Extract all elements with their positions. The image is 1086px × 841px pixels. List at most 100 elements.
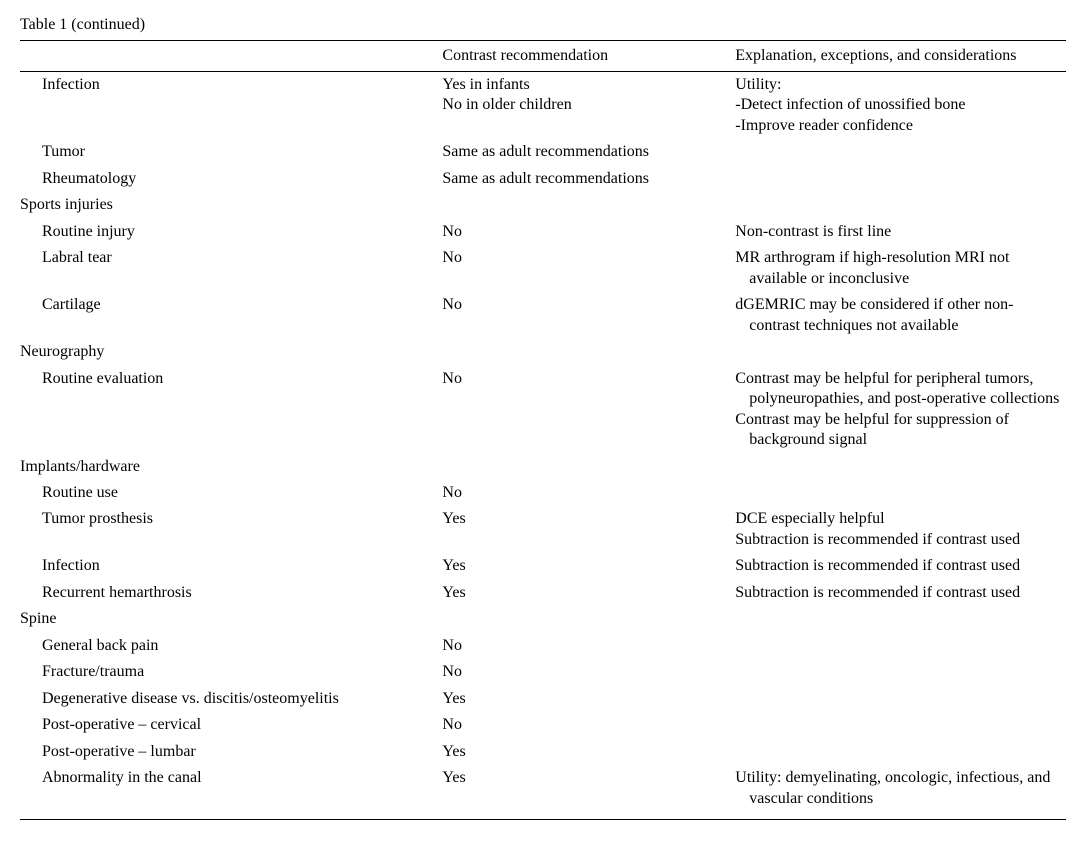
row-recommendation: No: [438, 480, 731, 506]
table-category-row: Sports injuries: [20, 192, 1066, 218]
row-explanation: [731, 480, 1066, 506]
row-recommendation: Yes in infantsNo in older children: [438, 72, 731, 140]
recommendation-line: Yes: [442, 583, 727, 603]
header-col3: Explanation, exceptions, and considerati…: [731, 41, 1066, 72]
header-col2: Contrast recommendation: [438, 41, 731, 72]
recommendation-line: No: [442, 715, 727, 735]
explanation-line: DCE especially helpful: [735, 509, 1062, 529]
row-label: Infection: [20, 553, 438, 579]
row-explanation: MR arthrogram if high-resolution MRI not…: [731, 245, 1066, 292]
row-label: Routine use: [20, 480, 438, 506]
row-recommendation: No: [438, 712, 731, 738]
table-row: Routine injuryNo Non-contrast is first li…: [20, 219, 1066, 245]
recommendation-line: No: [442, 483, 727, 503]
row-label: Abnormality in the canal: [20, 765, 438, 819]
row-explanation: [731, 686, 1066, 712]
table-row: Tumor prosthesisYesDCE especially helpfu…: [20, 506, 1066, 553]
row-label: Tumor prosthesis: [20, 506, 438, 553]
table-body: InfectionYes in infantsNo in older child…: [20, 72, 1066, 820]
row-explanation: [731, 712, 1066, 738]
row-explanation: Subtraction is recommended if contrast u…: [731, 553, 1066, 579]
row-explanation: [731, 633, 1066, 659]
table-row: General back painNo: [20, 633, 1066, 659]
recommendation-line: Yes: [442, 768, 727, 788]
row-label: Recurrent hemarthrosis: [20, 580, 438, 606]
recommendation-line: No: [442, 662, 727, 682]
table-header-row: Contrast recommendation Explanation, exc…: [20, 41, 1066, 72]
category-label: Implants/hardware: [20, 454, 1066, 480]
row-explanation: Contrast may be helpful for peripheral t…: [731, 366, 1066, 454]
recommendation-line: No in older children: [442, 95, 727, 115]
row-label: Routine evaluation: [20, 366, 438, 454]
table-row: InfectionYes in infantsNo in older child…: [20, 72, 1066, 140]
row-explanation: Non-contrast is first line: [731, 219, 1066, 245]
row-recommendation: Same as adult recommendations: [438, 139, 731, 165]
row-explanation: Subtraction is recommended if contrast u…: [731, 580, 1066, 606]
recommendation-line: Yes: [442, 689, 727, 709]
recommendation-line: No: [442, 636, 727, 656]
table-container: Table 1 (continued) Contrast recommendat…: [20, 16, 1066, 820]
category-label: Neurography: [20, 339, 1066, 365]
row-recommendation: No: [438, 659, 731, 685]
table-title: Table 1 (continued): [20, 16, 1066, 34]
table-row: Routine evaluationNo Contrast may be help…: [20, 366, 1066, 454]
row-label: Fracture/trauma: [20, 659, 438, 685]
explanation-line: Non-contrast is first line: [735, 222, 1062, 242]
table-row: Post-operative – lumbarYes: [20, 739, 1066, 765]
row-explanation: Utility: demyelinating, oncologic, infec…: [731, 765, 1066, 819]
contrast-table: Contrast recommendation Explanation, exc…: [20, 40, 1066, 820]
table-row: Post-operative – cervicalNo: [20, 712, 1066, 738]
row-recommendation: No: [438, 245, 731, 292]
row-label: Post-operative – cervical: [20, 712, 438, 738]
explanation-line: Subtraction is recommended if contrast u…: [735, 530, 1062, 550]
table-row: Degenerative disease vs. discitis/osteom…: [20, 686, 1066, 712]
row-recommendation: No: [438, 366, 731, 454]
table-category-row: Neurography: [20, 339, 1066, 365]
table-row: Recurrent hemarthrosisYes Subtraction is …: [20, 580, 1066, 606]
explanation-line: Utility:: [735, 75, 1062, 95]
row-label: Labral tear: [20, 245, 438, 292]
recommendation-line: Yes: [442, 556, 727, 576]
recommendation-line: No: [442, 222, 727, 242]
category-label: Spine: [20, 606, 1066, 632]
explanation-line: Subtraction is recommended if contrast u…: [735, 556, 1062, 576]
row-explanation: DCE especially helpfulSubtraction is rec…: [731, 506, 1066, 553]
recommendation-line: Same as adult recommendations: [442, 169, 727, 189]
row-label: Tumor: [20, 139, 438, 165]
row-recommendation: No: [438, 292, 731, 339]
row-recommendation: Yes: [438, 686, 731, 712]
table-row: Routine useNo: [20, 480, 1066, 506]
explanation-line: -Detect infection of unossified bone: [735, 95, 1062, 115]
row-recommendation: Yes: [438, 580, 731, 606]
row-recommendation: Yes: [438, 765, 731, 819]
table-row: TumorSame as adult recommendations: [20, 139, 1066, 165]
row-label: Routine injury: [20, 219, 438, 245]
recommendation-line: No: [442, 248, 727, 268]
row-explanation: [731, 739, 1066, 765]
recommendation-line: Same as adult recommendations: [442, 142, 727, 162]
row-label: Degenerative disease vs. discitis/osteom…: [20, 686, 438, 712]
recommendation-line: Yes: [442, 742, 727, 762]
row-explanation: [731, 139, 1066, 165]
row-label: General back pain: [20, 633, 438, 659]
recommendation-line: No: [442, 369, 727, 389]
row-recommendation: Same as adult recommendations: [438, 166, 731, 192]
table-row: Fracture/traumaNo: [20, 659, 1066, 685]
table-row: InfectionYes Subtraction is recommended i…: [20, 553, 1066, 579]
row-recommendation: Yes: [438, 506, 731, 553]
row-explanation: [731, 166, 1066, 192]
table-row: RheumatologySame as adult recommendation…: [20, 166, 1066, 192]
row-label: Post-operative – lumbar: [20, 739, 438, 765]
row-explanation: Utility:-Detect infection of unossified …: [731, 72, 1066, 140]
recommendation-line: Yes: [442, 509, 727, 529]
row-recommendation: Yes: [438, 739, 731, 765]
header-col1: [20, 41, 438, 72]
recommendation-line: Yes in infants: [442, 75, 727, 95]
explanation-line: Contrast may be helpful for peripheral t…: [735, 369, 1062, 410]
explanation-line: Subtraction is recommended if contrast u…: [735, 583, 1062, 603]
explanation-line: Utility: demyelinating, oncologic, infec…: [735, 768, 1062, 809]
row-recommendation: No: [438, 219, 731, 245]
explanation-line: dGEMRIC may be considered if other non-c…: [735, 295, 1062, 336]
row-label: Rheumatology: [20, 166, 438, 192]
row-label: Infection: [20, 72, 438, 140]
